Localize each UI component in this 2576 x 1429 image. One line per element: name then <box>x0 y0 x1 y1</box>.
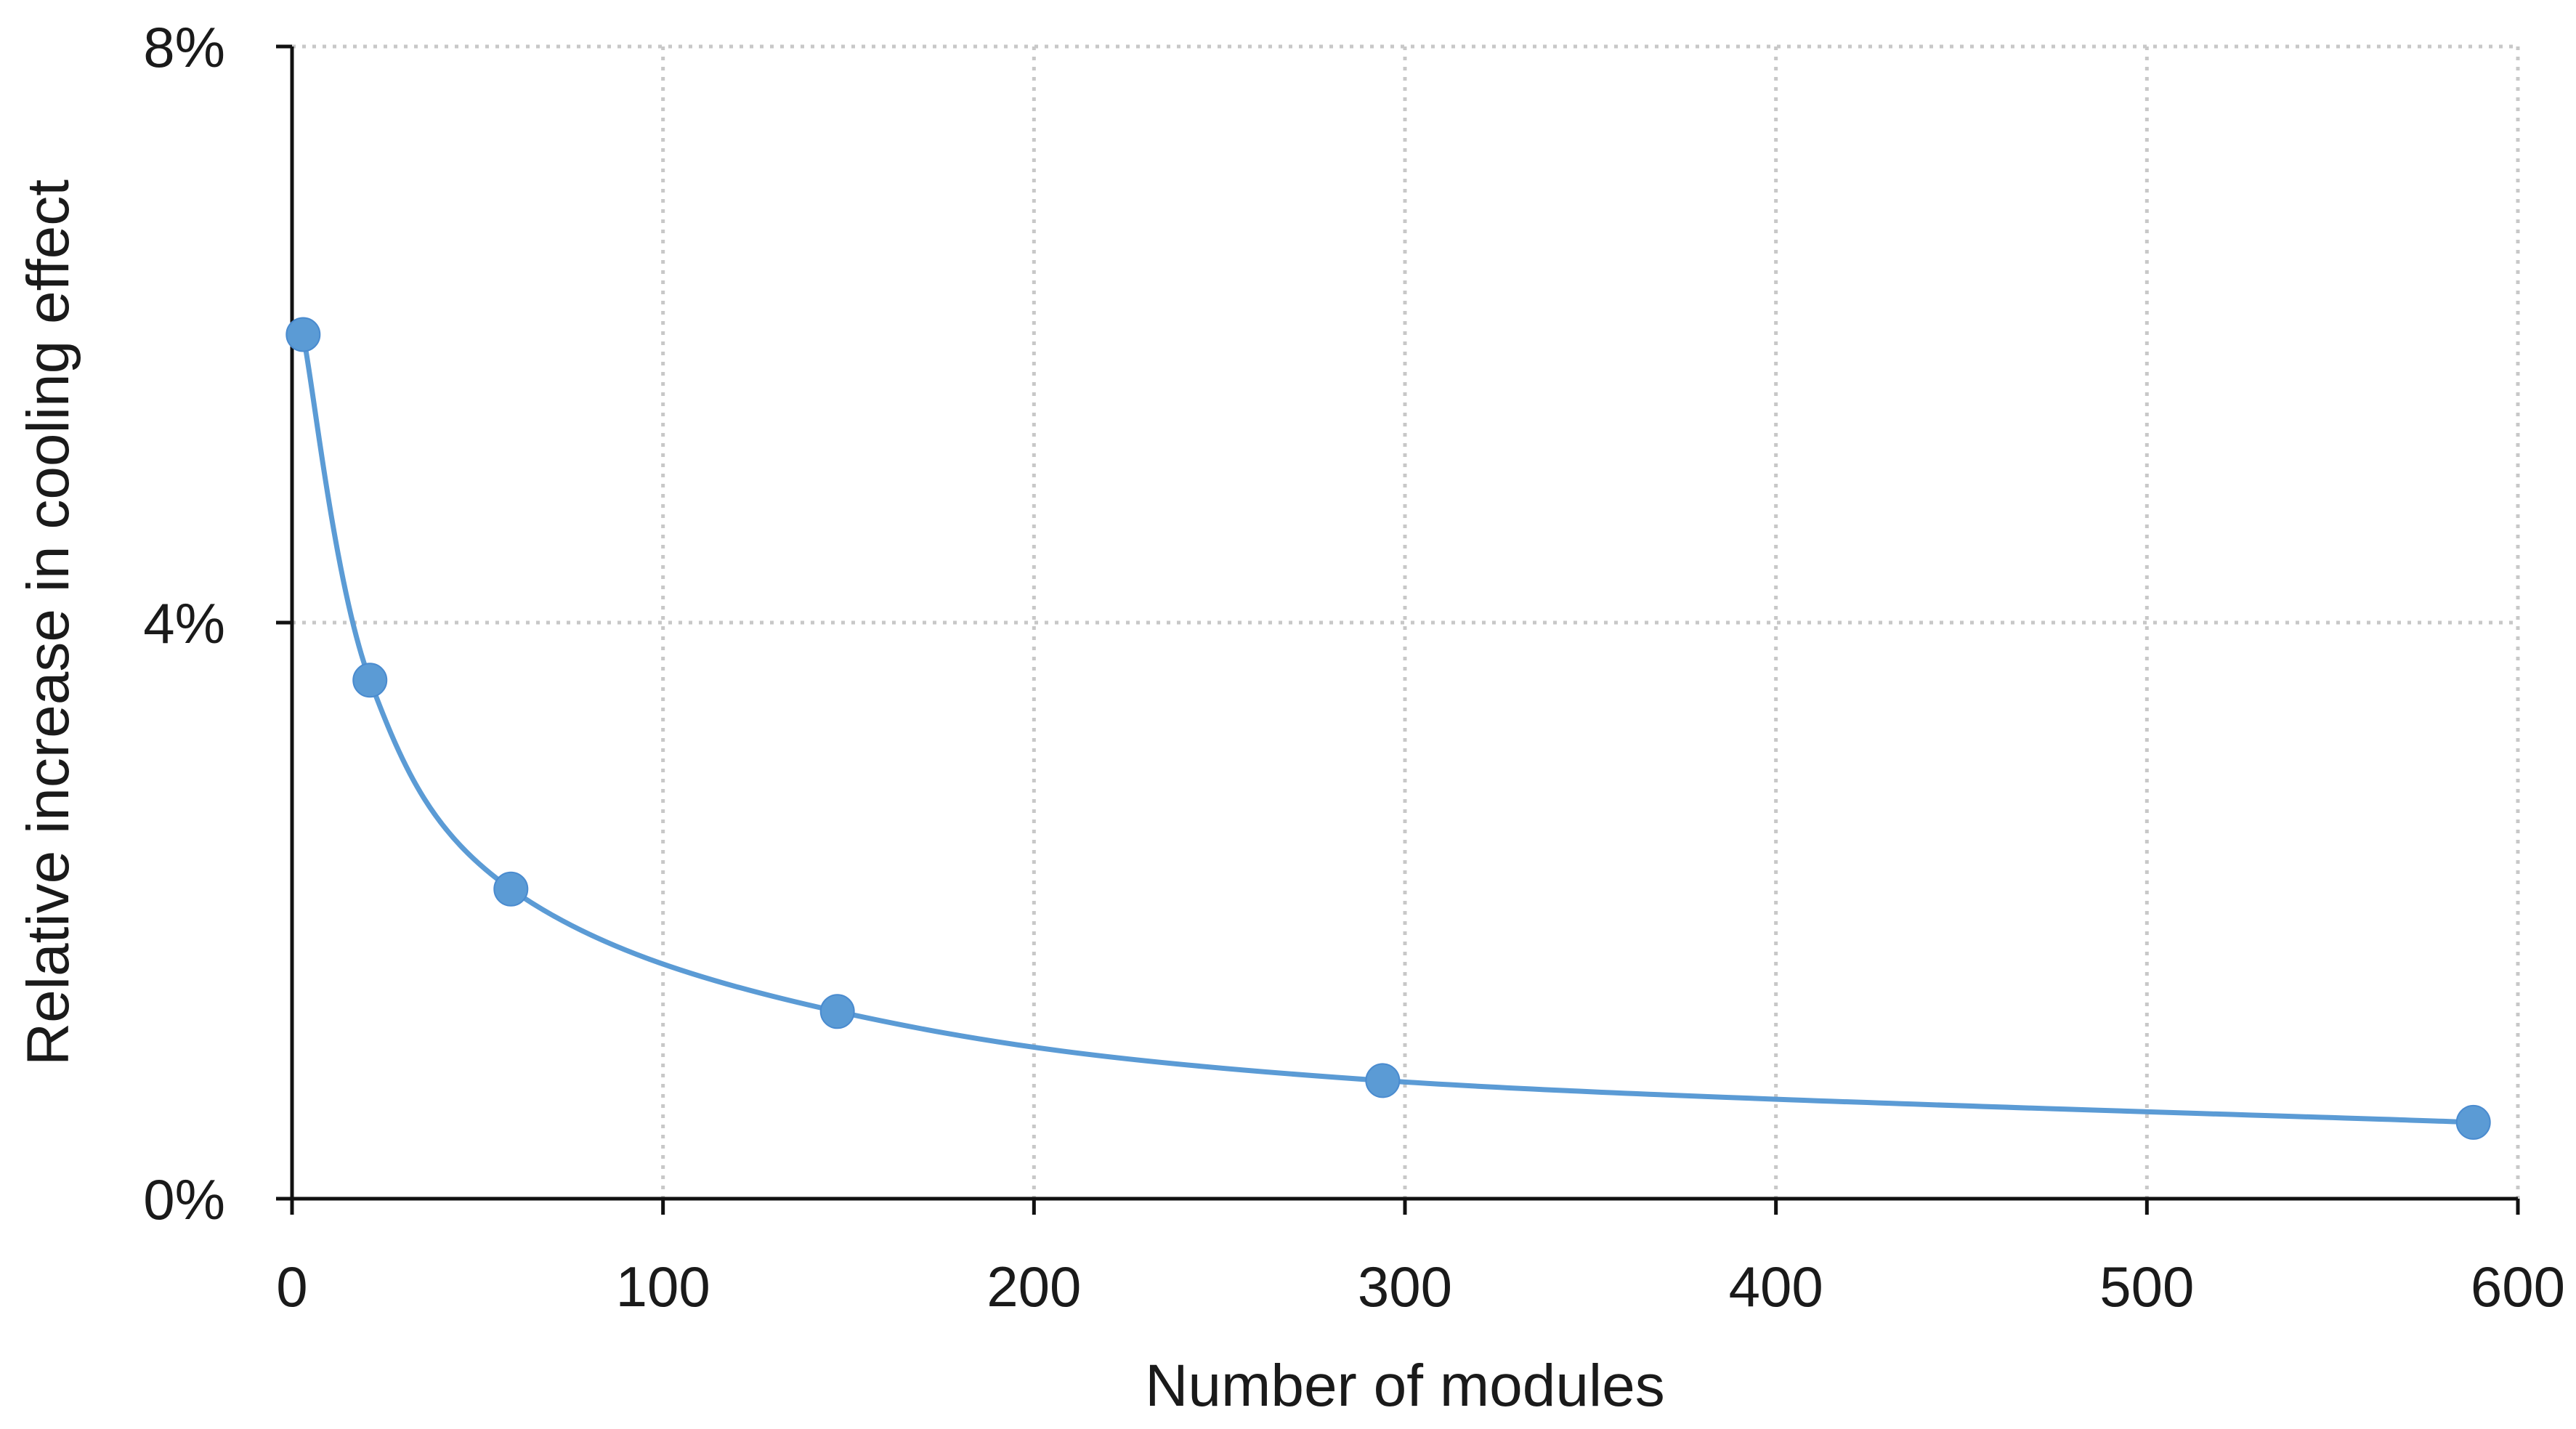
data-point <box>493 871 529 907</box>
x-tick-label: 200 <box>987 1255 1081 1319</box>
x-tick-label: 600 <box>2471 1255 2565 1319</box>
x-axis-title: Number of modules <box>1145 1353 1665 1419</box>
x-tick-label: 400 <box>1729 1255 1823 1319</box>
y-axis-title: Relative increase in cooling effect <box>15 179 81 1066</box>
y-tick-label: 0% <box>143 1167 225 1231</box>
y-tick-label: 4% <box>143 591 225 655</box>
axes <box>276 44 2520 1215</box>
data-point <box>285 317 321 352</box>
x-tick-label: 100 <box>616 1255 710 1319</box>
data-point <box>352 663 388 698</box>
series-layer <box>285 317 2491 1140</box>
grid <box>292 44 2520 1199</box>
data-point <box>819 994 855 1029</box>
tick-labels: 0 100 200 300 400 500 600 0% 4% 8% <box>143 15 2565 1319</box>
x-tick-label: 0 <box>276 1255 307 1319</box>
y-tick-label: 8% <box>143 15 225 79</box>
data-point <box>2455 1104 2491 1140</box>
x-tick-label: 300 <box>1358 1255 1452 1319</box>
data-point <box>1365 1063 1401 1098</box>
x-tick-label: 500 <box>2099 1255 2194 1319</box>
